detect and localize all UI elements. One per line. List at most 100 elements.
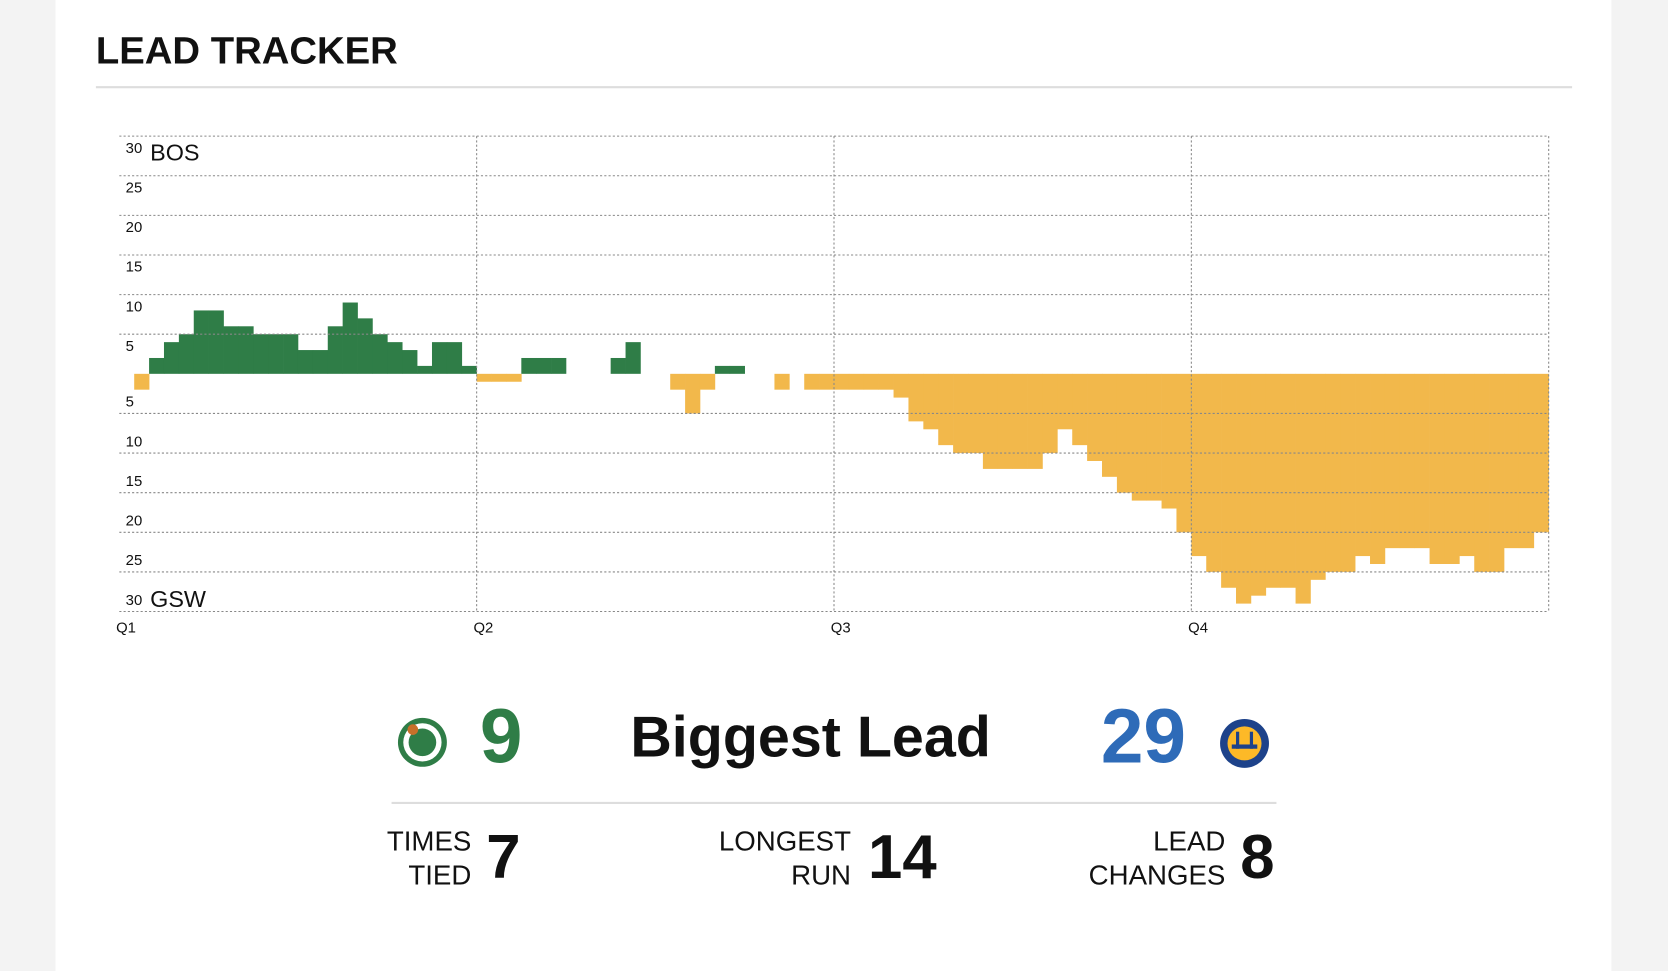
gsw-biggest-lead: 29 [1101,695,1186,780]
lead-bar [1370,373,1386,564]
stat-value: 8 [1240,823,1274,892]
lead-bar [1042,373,1058,454]
lead-bar [953,373,969,454]
lead-bar [253,334,269,374]
stat-label: TIED [408,860,471,891]
lead-bar [863,373,879,390]
lead-bar [342,302,358,374]
gsw-logo [1220,718,1269,768]
lead-bar [268,334,284,374]
lead-bar [178,334,195,374]
stat-label: LEAD [1153,826,1225,857]
title: LEAD TRACKER [96,29,398,72]
stat-value: 7 [486,823,520,892]
y-tick-label: 5 [126,395,134,411]
y-tick-label: 10 [126,434,143,450]
lead-bar [551,357,567,374]
lead-bar [461,365,477,374]
lead-bar [1027,373,1043,469]
lead-bar [312,350,329,374]
lead-bar [878,373,894,390]
stat-label: TIMES [387,826,471,857]
lead-bar [134,373,150,390]
team-label: BOS [150,139,199,165]
lead-bar [1280,373,1296,588]
lead-bar [804,373,820,390]
lead-bar [997,373,1013,469]
lead-bar [476,373,492,382]
stat-label: CHANGES [1089,860,1226,891]
chart: 30 25 20 15 10 5 5 10 15 20 25 30 Q1 Q2 Q3 Q4 BOS GSW [116,135,1550,636]
lead-bar [848,373,865,390]
lead-bar [431,342,448,374]
lead-bar [1191,373,1207,557]
lead-bar [506,373,522,382]
stat-label: RUN [791,860,851,891]
lead-bar [1116,373,1133,493]
x-tick-label: Q3 [831,620,851,636]
x-tick-label: Q2 [473,620,493,636]
lead-bar [1489,373,1505,572]
lead-bar [1340,373,1356,572]
lead-bar [1474,373,1490,572]
lead-bar [729,365,745,374]
lead-bar [417,365,433,374]
lead-bar [1429,373,1445,564]
lead-bar [1444,373,1460,564]
lead-bar [163,342,180,374]
lead-bar [1518,373,1535,549]
bos-logo [397,717,447,767]
y-tick-label: 5 [126,339,134,355]
lead-bar [1250,373,1267,596]
lead-bar [699,373,716,390]
lead-bar [223,326,239,374]
lead-bar [327,326,343,374]
x-tick-label: Q4 [1188,620,1208,636]
lead-bar [893,373,909,398]
lead-bar [446,342,463,374]
team-label: GSW [150,586,206,612]
lead-bar [1414,373,1430,549]
lead-bar [1325,373,1341,572]
stat-label: LONGEST [719,826,851,857]
lead-bar [1355,373,1371,557]
lead-bar [1459,373,1475,557]
lead-bar [1236,373,1252,604]
lead-bar [1146,373,1162,501]
lead-bar [238,326,254,374]
lead-bar [372,334,388,374]
lead-bar [1384,373,1401,549]
y-tick-label: 10 [126,299,143,315]
lead-bar [149,357,165,374]
lead-bar [1265,373,1282,588]
stat-value: 14 [868,823,937,892]
y-tick-label: 20 [126,514,143,530]
lead-bar [208,310,224,374]
lead-bar [982,373,999,469]
lead-bar [610,357,626,374]
y-tick-label: 15 [126,474,143,490]
lead-bar [1399,373,1416,549]
lead-bar [625,342,641,374]
lead-bar [283,334,299,374]
lead-bar [774,373,790,390]
x-tick-label: Q1 [116,620,136,636]
y-tick-label: 30 [126,141,143,157]
lead-bar [1087,373,1103,461]
lead-bar [714,365,731,374]
lead-bar [1221,373,1237,588]
lead-bar [491,373,507,382]
lead-bar [1072,373,1088,446]
lead-bar [536,357,552,374]
y-tick-label: 15 [126,260,143,276]
biggest-lead-label: Biggest Lead [630,705,991,769]
lead-bar [685,373,701,414]
y-tick-label: 30 [126,593,143,609]
lead-bar [193,310,209,374]
lead-bar [1161,373,1177,509]
lead-bar [521,357,537,374]
lead-bar [1012,373,1028,469]
lead-bar [923,373,939,430]
y-tick-label: 25 [126,180,143,196]
